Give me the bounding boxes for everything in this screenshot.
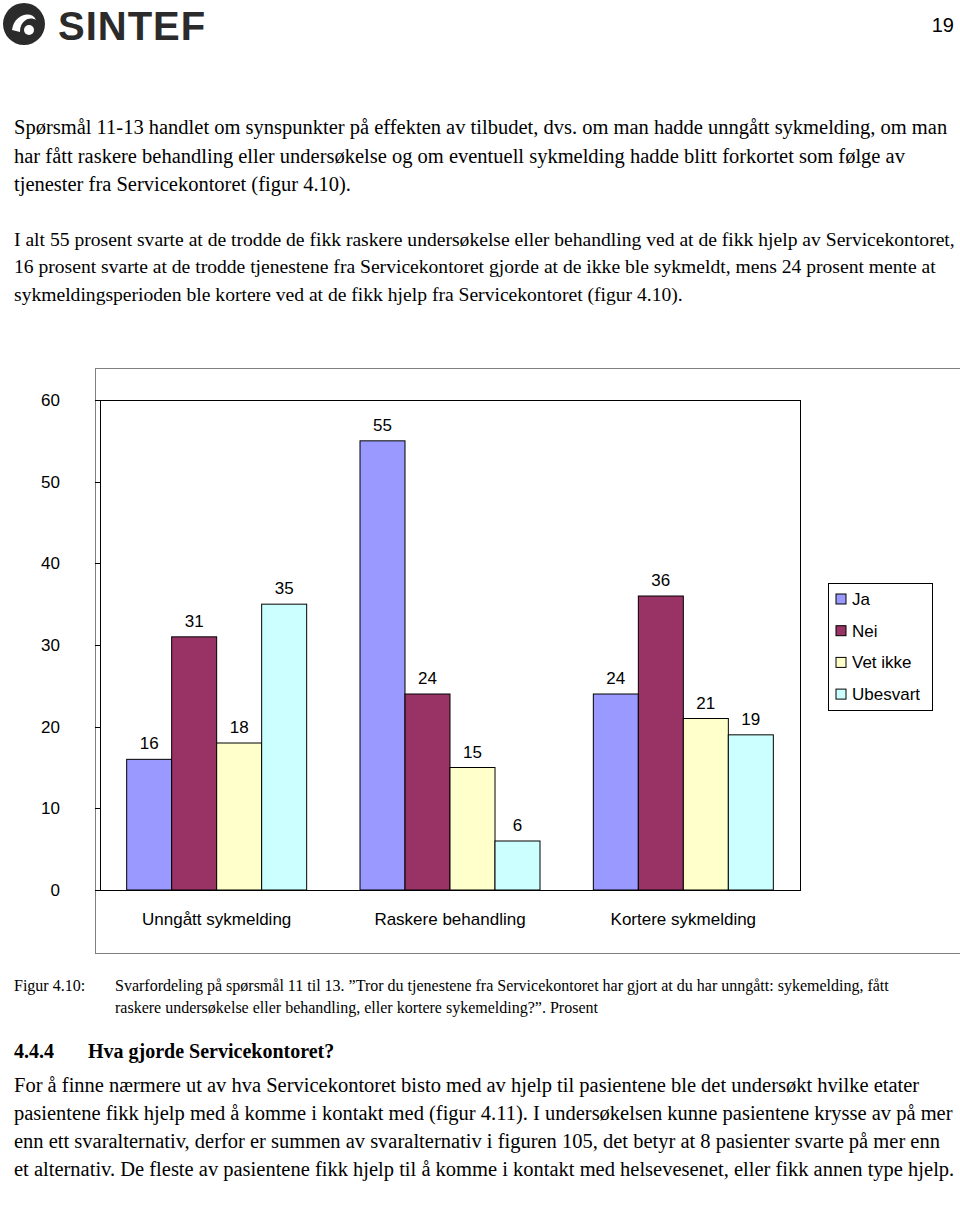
legend-label: Ja [852, 590, 871, 609]
category-label: Raskere behandling [374, 910, 525, 929]
paragraph: Spørsmål 11-13 handlet om synspunkter på… [14, 113, 958, 199]
data-label: 36 [651, 571, 670, 590]
figure-caption: Svarfordeling på spørsmål 11 til 13. ”Tr… [115, 975, 905, 1019]
tick-label: 60 [41, 391, 60, 410]
tick-mark [95, 808, 100, 809]
data-label: 35 [275, 579, 294, 598]
paragraph: For å finne nærmere ut av hva Servicekon… [14, 1071, 958, 1183]
tick-mark [95, 563, 100, 564]
data-label: 6 [513, 816, 522, 835]
chart: 0 10 20 30 40 50 60 16 55 24 31 24 36 18 15 21 35 6 19 Unng… [0, 0, 960, 1214]
logo-icon [3, 3, 45, 45]
data-label: 19 [741, 710, 760, 729]
legend-swatch [836, 689, 846, 699]
bar [683, 719, 728, 891]
legend-swatch [836, 657, 846, 667]
data-label: 24 [418, 669, 437, 688]
bars [127, 441, 774, 890]
data-label: 18 [230, 718, 249, 737]
category-label: Unngått sykmelding [142, 910, 291, 929]
legend: Ja Nei Vet ikke Ubesvart [829, 584, 933, 711]
plot-area [101, 401, 801, 891]
section-title: Hva gjorde Servicekontoret? [88, 1038, 334, 1064]
logo: SINTEF [0, 0, 220, 50]
paragraph: I alt 55 prosent svarte at de trodde de … [14, 226, 958, 308]
tick-label: 10 [41, 799, 60, 818]
legend-box [829, 584, 933, 711]
bar [728, 735, 773, 890]
data-label: 21 [696, 694, 715, 713]
data-labels: 16 55 24 31 24 36 18 15 21 35 6 19 [140, 416, 761, 835]
data-label: 31 [185, 612, 204, 631]
tick-mark [95, 482, 100, 483]
tick-mark [95, 400, 100, 401]
page-number: 19 [932, 14, 954, 37]
tick-mark [95, 645, 100, 646]
bar [405, 694, 450, 890]
bar [450, 768, 495, 891]
data-label: 55 [373, 416, 392, 435]
bar [127, 759, 172, 890]
tick-label: 20 [41, 718, 60, 737]
bar [495, 841, 540, 890]
category-label: Kortere sykmelding [611, 910, 757, 929]
data-label: 16 [140, 734, 159, 753]
tick-label: 50 [41, 473, 60, 492]
data-label: 15 [463, 743, 482, 762]
chart-frame [96, 369, 960, 954]
legend-label: Ubesvart [852, 685, 920, 704]
bar [172, 637, 217, 890]
logo-dot [24, 25, 34, 35]
data-label: 24 [606, 669, 625, 688]
bar [360, 441, 405, 890]
tick-label: 40 [41, 554, 60, 573]
tick-mark [95, 727, 100, 728]
logo-text: SINTEF [58, 4, 206, 48]
section-number: 4.4.4 [14, 1038, 54, 1064]
legend-swatch [836, 626, 846, 636]
tick-mark [95, 890, 100, 891]
tick-label: 0 [51, 881, 60, 900]
legend-label: Nei [852, 622, 878, 641]
legend-swatch [836, 594, 846, 604]
tick-label: 30 [41, 636, 60, 655]
figure-label: Figur 4.10: [14, 975, 85, 997]
bar [638, 596, 683, 890]
bar [262, 604, 307, 890]
bar [217, 743, 262, 890]
bar [593, 694, 638, 890]
legend-label: Vet ikke [852, 653, 912, 672]
